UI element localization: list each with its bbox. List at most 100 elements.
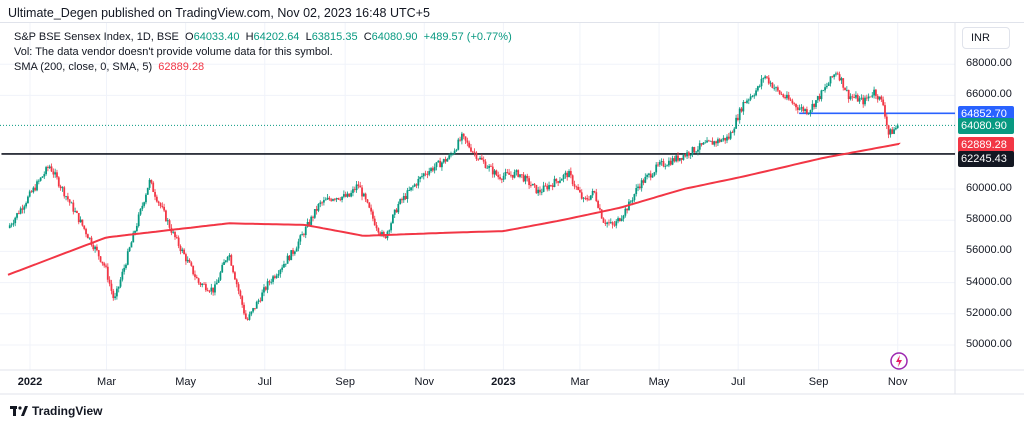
candle-body (606, 222, 609, 224)
candle-body (14, 217, 17, 224)
candle-body (675, 155, 678, 162)
candle-body (651, 175, 654, 178)
candle-body (555, 178, 558, 182)
tradingview-logo[interactable]: TradingView (10, 404, 102, 418)
candle-body (86, 234, 89, 239)
candle-body (786, 94, 788, 99)
lightning-icon[interactable] (890, 352, 908, 370)
candle-body (426, 174, 429, 175)
candle-body (79, 219, 82, 223)
x-axis-tick-label: 2022 (17, 376, 43, 388)
sma-label[interactable]: SMA (200, close, 0, SMA, 5) (14, 61, 153, 73)
candle-body (197, 278, 200, 283)
candle-body (678, 158, 681, 161)
candle-body (194, 274, 196, 277)
candle-body (250, 311, 253, 315)
candle-body (562, 174, 565, 180)
candle-body (640, 180, 643, 189)
candle-body (206, 290, 209, 292)
candle-body (468, 142, 471, 148)
candle-body (568, 171, 570, 178)
x-axis-tick-label: Nov (887, 376, 908, 388)
candle-body (751, 96, 754, 98)
candle-body (624, 208, 627, 216)
candle-body (506, 172, 509, 173)
candle-body (90, 237, 93, 246)
price-chart[interactable] (0, 0, 1024, 400)
candle-body (842, 78, 845, 88)
candle-body (235, 279, 238, 285)
candle-body (332, 199, 334, 201)
candle-body (168, 220, 171, 228)
candle-body (862, 97, 865, 105)
candle-body (495, 170, 498, 176)
candle-body (455, 149, 458, 151)
candle-body (749, 96, 752, 100)
candle-body (117, 286, 120, 289)
candle-body (172, 231, 175, 233)
candle-body (92, 245, 95, 250)
chart-legend: S&P BSE Sensex Index, 1D, BSE O64033.40 … (14, 30, 512, 75)
candle-body (617, 218, 619, 222)
candle-body (733, 128, 736, 133)
candle-body (45, 167, 47, 175)
candle-body (806, 109, 808, 114)
candle-body (737, 117, 739, 121)
candle-body (849, 96, 852, 100)
candle-body (717, 139, 719, 144)
candle-body (85, 228, 87, 235)
candle-body (439, 160, 442, 168)
candle-body (584, 197, 587, 199)
candle-body (539, 189, 541, 193)
candle-body (526, 175, 529, 179)
candle-body (159, 203, 162, 206)
y-axis-tick-label: 54000.00 (966, 275, 1012, 288)
candle-body (348, 193, 351, 197)
candle-body (372, 211, 374, 219)
candle-body (871, 95, 874, 97)
candle-body (28, 191, 31, 197)
candle-body (559, 180, 561, 183)
candle-body (295, 248, 298, 252)
currency-button[interactable]: INR (962, 27, 1010, 49)
candle-body (190, 262, 193, 266)
candle-body (695, 151, 698, 153)
candle-body (404, 195, 407, 199)
brand-name: TradingView (32, 404, 103, 418)
candle-body (417, 178, 420, 186)
chart-frame[interactable] (0, 22, 1024, 394)
candle-body (462, 133, 465, 137)
candle-body (660, 161, 663, 162)
candle-body (718, 139, 721, 142)
candle-body (299, 235, 302, 242)
candle-body (39, 177, 42, 181)
candle-body (277, 273, 280, 276)
candle-body (17, 213, 20, 214)
candle-body (875, 89, 877, 96)
candle-body (773, 87, 776, 89)
candle-body (470, 147, 472, 152)
published-caption: Ultimate_Degen published on TradingView.… (8, 6, 430, 20)
candle-body (401, 199, 403, 201)
candle-body (399, 199, 402, 204)
candle-body (726, 136, 728, 141)
candle-body (126, 251, 129, 265)
candle-body (669, 160, 672, 165)
candle-body (504, 172, 507, 176)
candle-body (279, 269, 282, 274)
candle-body (199, 282, 202, 286)
symbol-title[interactable]: S&P BSE Sensex Index, 1D, BSE (14, 31, 179, 43)
candle-body (824, 87, 826, 91)
candle-body (762, 78, 765, 79)
candle-body (780, 93, 783, 95)
candle-body (546, 185, 549, 190)
candle-body (43, 174, 46, 177)
open-value: 64033.40 (193, 31, 240, 43)
candle-body (657, 164, 659, 166)
candle-body (319, 202, 322, 204)
candle-body (430, 168, 432, 172)
candle-body (493, 170, 496, 175)
candle-body (668, 160, 670, 166)
candle-body (341, 196, 343, 200)
candle-body (508, 172, 511, 175)
